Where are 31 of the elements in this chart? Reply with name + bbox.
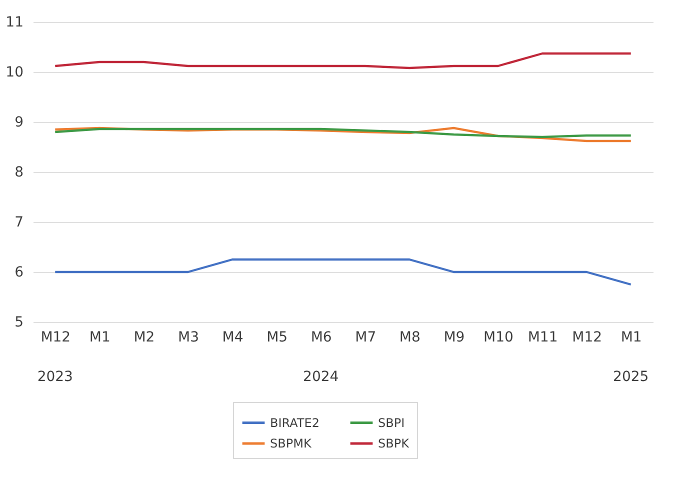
x-tick-label: M8 — [399, 330, 420, 346]
x-tick-label: M2 — [134, 330, 155, 346]
line-series — [54, 126, 632, 142]
x-tick-label: M3 — [178, 330, 199, 346]
text: 2023 — [37, 369, 73, 385]
x-tick-label: M1 — [620, 330, 642, 346]
x-tick-label: M1 — [89, 330, 110, 346]
x-tick-label: M11 — [528, 330, 558, 346]
x-tick-label: M4 — [222, 330, 244, 346]
x-tick-label: M5 — [266, 330, 288, 346]
legend-label: SBPK — [378, 436, 410, 450]
y-tick-label: 7 — [14, 214, 24, 230]
x-tick-label: M7 — [355, 330, 376, 346]
y-tick-label: 10 — [6, 64, 24, 80]
text: 2024 — [303, 369, 339, 385]
line-series — [54, 128, 632, 138]
x-tick-label: M10 — [484, 330, 514, 346]
x-tick-label: M6 — [310, 330, 332, 346]
x-tick-label: M12 — [40, 330, 71, 346]
y-tick-label: 6 — [14, 264, 24, 280]
y-tick-label: 5 — [14, 314, 24, 330]
x-tick-label: M9 — [444, 330, 465, 346]
y-tick-label: 9 — [14, 114, 24, 130]
y-tick-label: 8 — [14, 164, 24, 180]
legend-label: BIRATE2 — [270, 416, 320, 430]
legend-label: SBPI — [378, 416, 405, 430]
y-tick-label: 11 — [6, 14, 24, 30]
x-tick-label: M12 — [572, 330, 602, 346]
line-series — [54, 52, 632, 70]
legend-label: SBPMK — [270, 436, 312, 450]
text: 2025 — [613, 369, 649, 385]
